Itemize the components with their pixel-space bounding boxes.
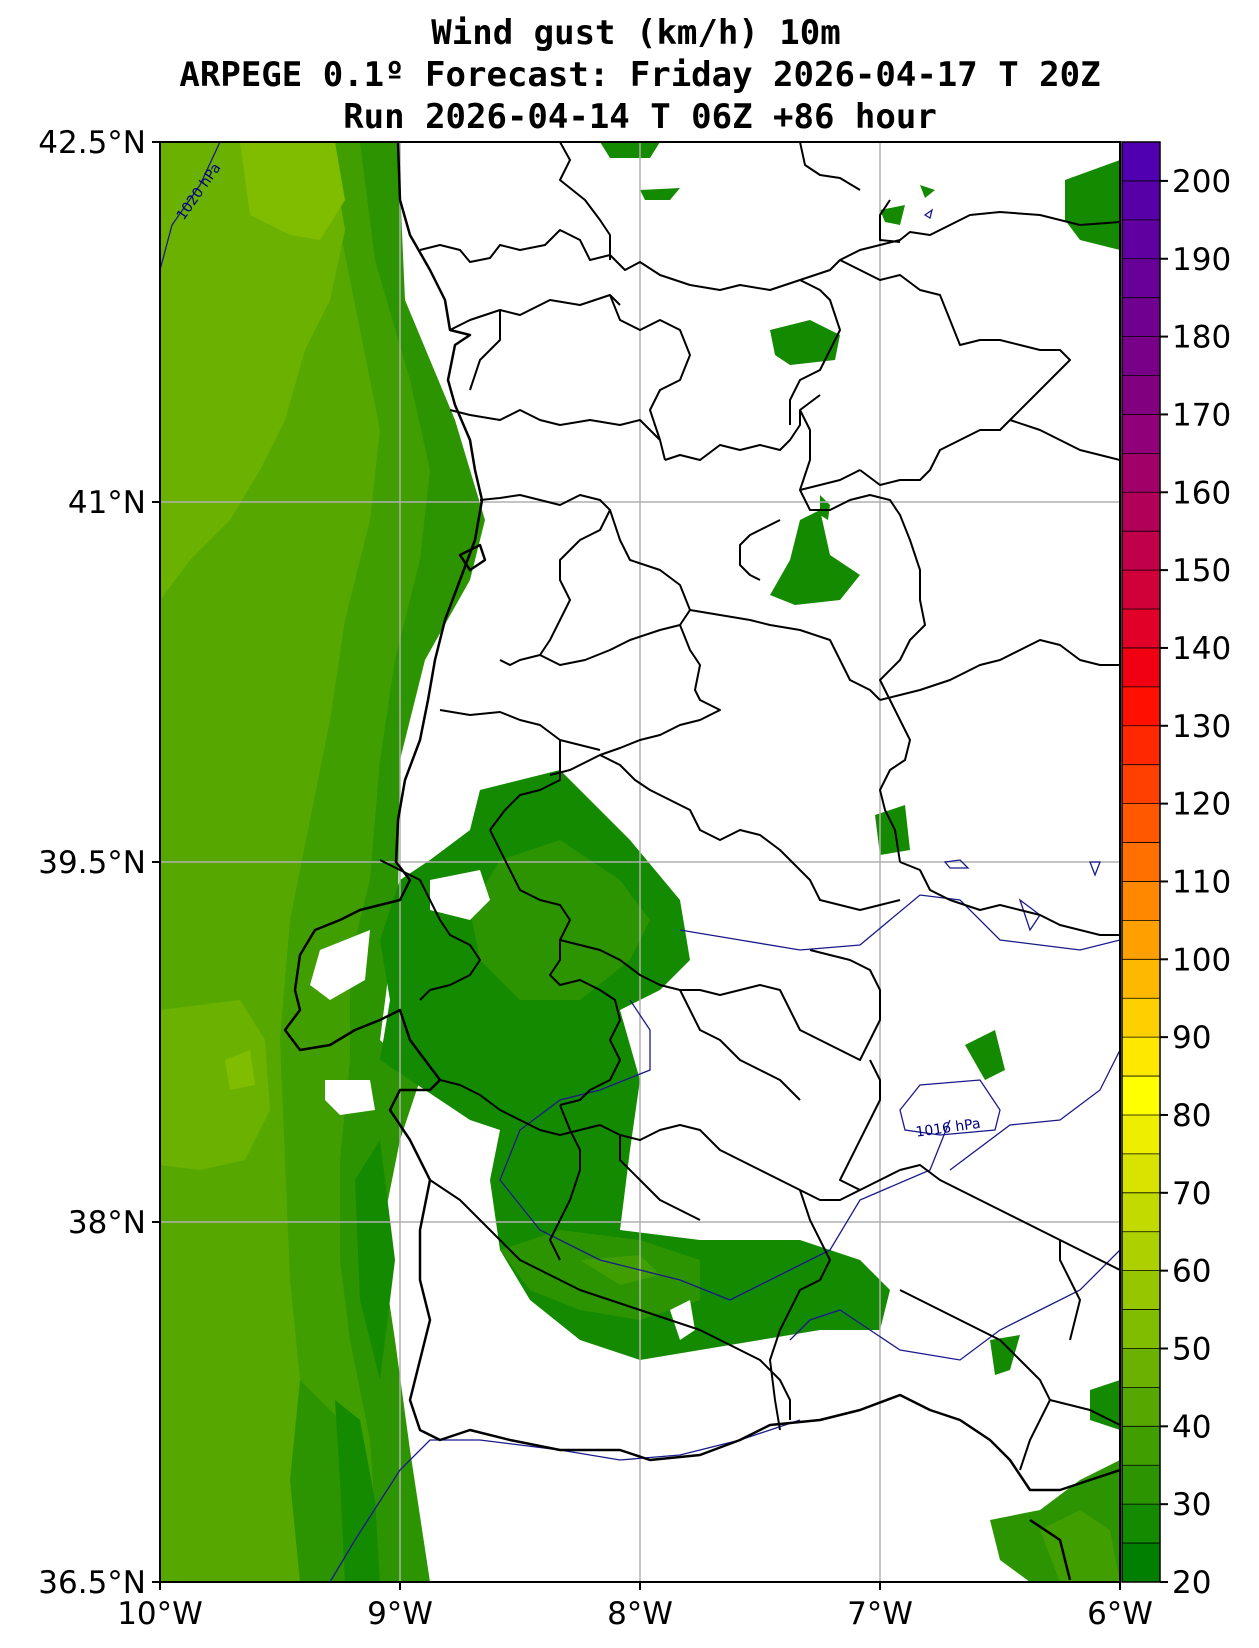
colorbar-band	[1122, 336, 1160, 376]
colorbar-band	[1122, 414, 1160, 454]
title-line-1: Wind gust (km/h) 10m	[431, 13, 840, 53]
y-axis: 42.5°N 41°N 39.5°N 38°N 36.5°N	[38, 125, 160, 1601]
colorbar-band	[1122, 686, 1160, 726]
colorbar-band	[1122, 609, 1160, 648]
x-axis: 10°W 9°W 8°W 7°W 6°W	[117, 1582, 1153, 1632]
colorbar-label: 160	[1172, 475, 1231, 511]
colorbar-band	[1122, 959, 1160, 999]
colorbar-band	[1122, 881, 1160, 921]
x-tick-label-8w: 8°W	[607, 1596, 673, 1632]
administrative-borders	[379, 142, 1120, 1471]
y-tick-label-42-5n: 42.5°N	[38, 125, 146, 161]
colorbar-band	[1122, 375, 1160, 415]
colorbar-band	[1122, 725, 1160, 765]
colorbar-band	[1122, 219, 1160, 259]
coastline	[283, 142, 1120, 1581]
colorbar-label: 200	[1172, 164, 1231, 200]
colorbar-band	[1122, 453, 1160, 493]
colorbar-band	[1122, 842, 1160, 882]
colorbar-band	[1122, 258, 1160, 298]
colorbar-band	[1122, 1348, 1160, 1388]
colorbar-band	[1122, 1387, 1160, 1427]
colorbar-band	[1122, 1270, 1160, 1310]
colorbar-band	[1122, 764, 1160, 804]
colorbar-band	[1122, 1465, 1160, 1505]
colorbar-bands	[1122, 142, 1160, 1582]
colorbar-band	[1122, 142, 1160, 181]
colorbar-band	[1122, 1153, 1160, 1193]
colorbar-band	[1122, 998, 1160, 1038]
y-tick-label-41n: 41°N	[68, 485, 146, 521]
colorbar-label: 180	[1172, 320, 1231, 356]
colorbar-label: 170	[1172, 397, 1231, 433]
land-gust-field	[310, 142, 1120, 1582]
colorbar-label: 100	[1172, 942, 1231, 978]
colorbar-frame	[1121, 141, 1161, 1583]
colorbar-label: 130	[1172, 709, 1231, 745]
colorbar-band	[1122, 492, 1160, 532]
colorbar-label: 150	[1172, 553, 1231, 589]
y-tick-label-38n: 38°N	[68, 1205, 146, 1241]
colorbar-band	[1122, 1231, 1160, 1271]
colorbar-band	[1122, 647, 1160, 687]
colorbar-label: 90	[1172, 1020, 1211, 1056]
colorbar-label: 30	[1172, 1487, 1211, 1523]
map-panel: 1020 hPa 1016 hPa	[160, 142, 1120, 1582]
colorbar-band	[1122, 1504, 1160, 1544]
colorbar-label: 80	[1172, 1098, 1211, 1134]
colorbar-band	[1122, 531, 1160, 571]
colorbar-band	[1122, 1426, 1160, 1466]
colorbar-band	[1122, 1309, 1160, 1349]
map-title: Wind gust (km/h) 10m ARPEGE 0.1º Forecas…	[179, 13, 1100, 137]
colorbar-band	[1122, 1543, 1160, 1582]
colorbar-band	[1122, 180, 1160, 220]
title-line-2: ARPEGE 0.1º Forecast: Friday 2026-04-17 …	[179, 55, 1100, 95]
colorbar-band	[1122, 920, 1160, 960]
x-tick-label-10w: 10°W	[117, 1596, 203, 1632]
colorbar-label: 70	[1172, 1176, 1211, 1212]
colorbar-band	[1122, 297, 1160, 337]
map-graticule	[160, 142, 1120, 1582]
colorbar-label: 190	[1172, 242, 1231, 278]
colorbar-band	[1122, 1037, 1160, 1077]
y-tick-label-39-5n: 39.5°N	[38, 845, 146, 881]
x-tick-label-6w: 6°W	[1087, 1596, 1153, 1632]
colorbar-band	[1122, 1076, 1160, 1115]
colorbar-label: 20	[1172, 1565, 1211, 1601]
colorbar-band	[1122, 1192, 1160, 1232]
colorbar-labels: 20 30 40 50 60 70 80 90 100 110 120 130 140 150 160 170…	[1160, 164, 1231, 1601]
title-line-3: Run 2026-04-14 T 06Z +86 hour	[343, 97, 937, 137]
x-tick-label-7w: 7°W	[847, 1596, 913, 1632]
colorbar-band	[1122, 803, 1160, 843]
colorbar-label: 50	[1172, 1331, 1211, 1367]
x-tick-label-9w: 9°W	[367, 1596, 433, 1632]
colorbar-band	[1122, 1114, 1160, 1154]
colorbar-label: 120	[1172, 787, 1231, 823]
colorbar-label: 140	[1172, 631, 1231, 667]
y-tick-label-36-5n: 36.5°N	[38, 1565, 146, 1601]
colorbar: 20 30 40 50 60 70 80 90 100 110 120 130 140 150 160 170…	[1121, 141, 1231, 1601]
colorbar-label: 40	[1172, 1409, 1211, 1445]
colorbar-label: 60	[1172, 1254, 1211, 1290]
colorbar-label: 110	[1172, 864, 1231, 900]
colorbar-band	[1122, 570, 1160, 610]
